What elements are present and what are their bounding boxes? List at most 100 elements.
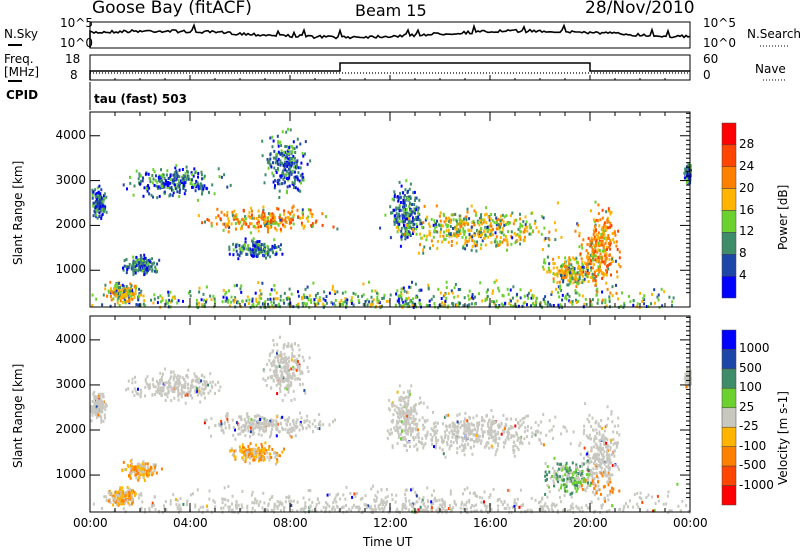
power-cell: [591, 249, 594, 253]
power-cell: [499, 225, 502, 229]
power-cell: [254, 291, 257, 295]
power-cell: [104, 283, 107, 287]
power-cell: [464, 242, 467, 246]
power-cell: [383, 293, 386, 297]
power-cell: [518, 225, 521, 229]
power-cell: [638, 306, 641, 310]
velocity-cell: [129, 476, 132, 480]
velocity-cell: [142, 460, 145, 464]
velocity-cell: [485, 508, 488, 512]
velocity-cell: [436, 499, 439, 503]
power-cell: [116, 291, 119, 295]
velocity-cell: [204, 385, 207, 389]
power-cell: [601, 277, 604, 280]
power-cell: [133, 284, 136, 288]
velocity-cell: [95, 396, 98, 400]
power-cell: [302, 154, 305, 158]
power-cell: [476, 232, 479, 236]
power-cell: [314, 221, 317, 225]
power-cell: [304, 140, 307, 144]
power-cell: [425, 217, 428, 221]
power-cell: [282, 173, 285, 177]
velocity-cell: [161, 379, 164, 383]
power-cell: [252, 237, 255, 241]
power-cell: [437, 223, 440, 227]
power-cell: [604, 241, 607, 245]
power-cell: [277, 144, 280, 148]
power-cell: [433, 302, 436, 306]
power-cell: [236, 242, 239, 246]
velocity-cell: [342, 493, 345, 497]
velocity-cell: [144, 508, 146, 511]
power-cell: [134, 289, 137, 292]
power-cell: [466, 240, 469, 244]
power-cell: [443, 293, 446, 297]
power-cell: [595, 237, 597, 241]
velocity-cell: [286, 431, 289, 434]
power-cell: [174, 166, 177, 170]
velocity-cell: [229, 449, 232, 453]
velocity-cell: [367, 504, 370, 508]
velocity-cell: [178, 383, 181, 387]
power-cell: [254, 250, 257, 254]
power-cell: [524, 301, 527, 304]
power-cell: [452, 218, 455, 222]
power-cell: [468, 239, 470, 243]
velocity-cell: [196, 389, 198, 393]
power-cell: [338, 301, 341, 305]
power-cell: [297, 215, 300, 219]
velocity-cell: [272, 419, 275, 423]
velocity-cell: [261, 447, 264, 451]
power-cell: [245, 222, 248, 226]
nsky-tick-bottom: 10^0: [60, 36, 93, 50]
power-cell: [250, 250, 253, 254]
power-cell: [540, 215, 543, 218]
power-cell: [275, 246, 278, 249]
power-cell: [318, 296, 321, 300]
power-cell: [247, 248, 250, 252]
power-cell: [479, 219, 482, 223]
velocity-cell: [261, 445, 264, 449]
power-cell: [309, 211, 312, 215]
power-cell: [425, 238, 428, 242]
velocity-cell: [202, 391, 205, 395]
power-cell: [283, 153, 286, 157]
power-cell: [232, 248, 235, 252]
power-cell: [563, 276, 566, 280]
velocity-cell: [227, 485, 230, 488]
velocity-cell: [608, 509, 611, 512]
velocity-cell: [136, 472, 139, 475]
power-cell: [272, 221, 275, 225]
velocity-cell: [130, 463, 133, 467]
power-cell: [455, 241, 458, 245]
power-cell: [269, 255, 272, 259]
power-cell: [612, 237, 615, 241]
power-cell: [516, 232, 519, 236]
power-cell: [603, 221, 606, 225]
power-cell: [203, 184, 206, 188]
power-cell: [466, 304, 469, 308]
power-cell: [629, 300, 632, 304]
power-cell: [586, 243, 589, 246]
velocity-cell: [430, 504, 433, 507]
velocity-cell: [115, 502, 118, 506]
power-cell: [565, 275, 568, 279]
velocity-cell: [326, 503, 329, 506]
power-cell: [470, 225, 473, 229]
power-cell: [130, 297, 133, 300]
power-cell: [588, 262, 591, 266]
power-cell: [613, 231, 616, 234]
power-cell: [238, 254, 241, 257]
velocity-cell: [237, 423, 240, 427]
power-cell: [372, 298, 375, 302]
power-cell: [286, 162, 289, 165]
power-cell: [178, 185, 181, 189]
power-cell: [200, 173, 203, 177]
power-cell: [485, 290, 488, 294]
power-cell: [166, 181, 169, 185]
velocity-cell: [255, 443, 257, 447]
power-cell: [497, 217, 499, 221]
power-cell: [280, 149, 283, 153]
velocity-cell: [520, 504, 523, 508]
power-cell: [563, 265, 566, 268]
